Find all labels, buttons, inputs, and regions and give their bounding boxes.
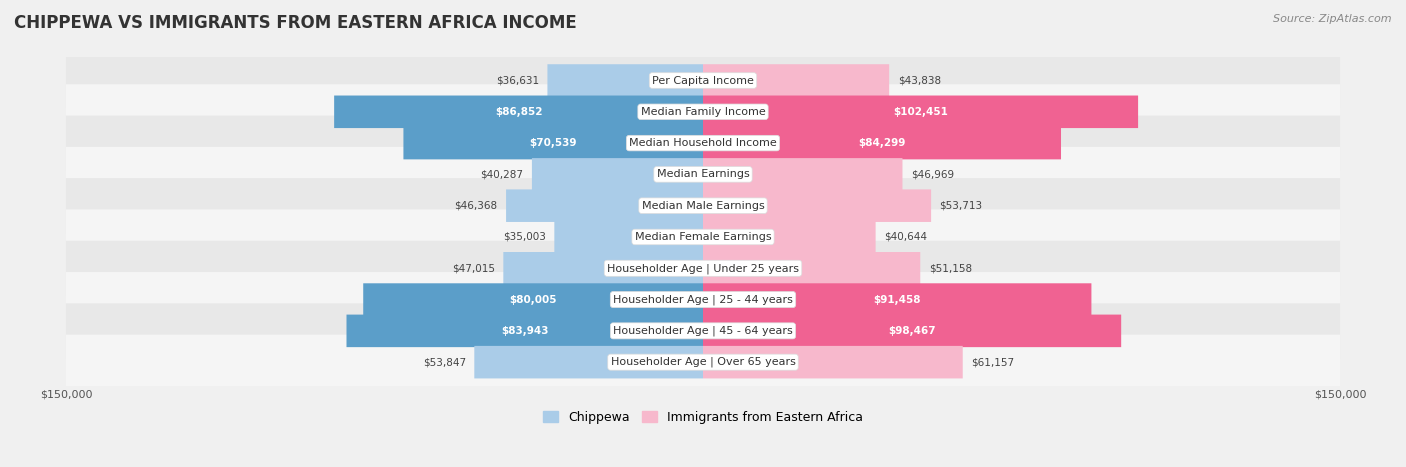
- Text: Median Male Earnings: Median Male Earnings: [641, 201, 765, 211]
- FancyBboxPatch shape: [703, 64, 889, 97]
- Text: Householder Age | 45 - 64 years: Householder Age | 45 - 64 years: [613, 325, 793, 336]
- FancyBboxPatch shape: [66, 335, 1340, 389]
- FancyBboxPatch shape: [503, 252, 703, 284]
- FancyBboxPatch shape: [346, 315, 703, 347]
- Text: Source: ZipAtlas.com: Source: ZipAtlas.com: [1274, 14, 1392, 24]
- Text: Median Female Earnings: Median Female Earnings: [634, 232, 772, 242]
- FancyBboxPatch shape: [335, 96, 703, 128]
- Text: $91,458: $91,458: [873, 295, 921, 304]
- Text: $86,852: $86,852: [495, 107, 543, 117]
- Text: CHIPPEWA VS IMMIGRANTS FROM EASTERN AFRICA INCOME: CHIPPEWA VS IMMIGRANTS FROM EASTERN AFRI…: [14, 14, 576, 32]
- FancyBboxPatch shape: [66, 147, 1340, 202]
- FancyBboxPatch shape: [66, 84, 1340, 139]
- Text: $43,838: $43,838: [897, 76, 941, 85]
- FancyBboxPatch shape: [66, 241, 1340, 296]
- FancyBboxPatch shape: [66, 304, 1340, 358]
- Text: $35,003: $35,003: [503, 232, 546, 242]
- Text: $53,713: $53,713: [939, 201, 983, 211]
- FancyBboxPatch shape: [506, 190, 703, 222]
- Text: $40,644: $40,644: [884, 232, 927, 242]
- Text: $40,287: $40,287: [481, 170, 523, 179]
- FancyBboxPatch shape: [703, 190, 931, 222]
- FancyBboxPatch shape: [66, 178, 1340, 233]
- Text: $83,943: $83,943: [501, 326, 548, 336]
- Text: Median Household Income: Median Household Income: [628, 138, 778, 148]
- FancyBboxPatch shape: [703, 127, 1062, 159]
- Text: $46,969: $46,969: [911, 170, 955, 179]
- Text: $70,539: $70,539: [530, 138, 576, 148]
- Text: Median Family Income: Median Family Income: [641, 107, 765, 117]
- Text: $84,299: $84,299: [858, 138, 905, 148]
- FancyBboxPatch shape: [404, 127, 703, 159]
- Text: $61,157: $61,157: [972, 357, 1014, 367]
- FancyBboxPatch shape: [547, 64, 703, 97]
- FancyBboxPatch shape: [703, 158, 903, 191]
- FancyBboxPatch shape: [363, 283, 703, 316]
- Text: $102,451: $102,451: [893, 107, 948, 117]
- FancyBboxPatch shape: [474, 346, 703, 378]
- FancyBboxPatch shape: [66, 53, 1340, 108]
- Text: $47,015: $47,015: [451, 263, 495, 273]
- FancyBboxPatch shape: [66, 115, 1340, 170]
- FancyBboxPatch shape: [703, 221, 876, 253]
- Text: $46,368: $46,368: [454, 201, 498, 211]
- FancyBboxPatch shape: [531, 158, 703, 191]
- Text: Median Earnings: Median Earnings: [657, 170, 749, 179]
- Text: $80,005: $80,005: [509, 295, 557, 304]
- FancyBboxPatch shape: [66, 209, 1340, 264]
- FancyBboxPatch shape: [703, 315, 1121, 347]
- FancyBboxPatch shape: [703, 283, 1091, 316]
- Legend: Chippewa, Immigrants from Eastern Africa: Chippewa, Immigrants from Eastern Africa: [538, 406, 868, 429]
- Text: $36,631: $36,631: [496, 76, 538, 85]
- Text: Householder Age | Over 65 years: Householder Age | Over 65 years: [610, 357, 796, 368]
- FancyBboxPatch shape: [703, 346, 963, 378]
- Text: Householder Age | 25 - 44 years: Householder Age | 25 - 44 years: [613, 294, 793, 305]
- FancyBboxPatch shape: [66, 272, 1340, 327]
- FancyBboxPatch shape: [703, 252, 921, 284]
- FancyBboxPatch shape: [554, 221, 703, 253]
- Text: $51,158: $51,158: [929, 263, 972, 273]
- FancyBboxPatch shape: [703, 96, 1137, 128]
- Text: Householder Age | Under 25 years: Householder Age | Under 25 years: [607, 263, 799, 274]
- Text: $53,847: $53,847: [423, 357, 465, 367]
- Text: $98,467: $98,467: [889, 326, 936, 336]
- Text: Per Capita Income: Per Capita Income: [652, 76, 754, 85]
